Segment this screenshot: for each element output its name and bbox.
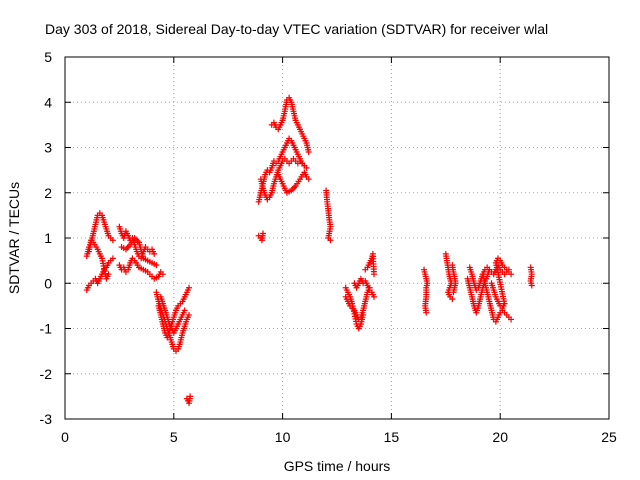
data-point (181, 307, 188, 314)
series-arc4e (275, 169, 312, 196)
data-point (423, 309, 430, 316)
y-tick-labels: -3 -2 -1 0 1 2 3 4 5 (40, 49, 53, 427)
series-arc1c (85, 237, 112, 282)
series-arc8a (527, 264, 535, 289)
data-point (327, 237, 334, 244)
y-tick-label: -2 (40, 366, 53, 382)
y-tick-label: 3 (44, 140, 52, 156)
series-arc4f (323, 187, 334, 244)
series-arc6a (421, 266, 431, 316)
data-point (186, 284, 193, 291)
chart-title: Day 303 of 2018, Sidereal Day-to-day VTE… (45, 21, 548, 37)
series-arc3c (157, 293, 188, 337)
series-arc7d (488, 255, 515, 312)
data-point (260, 230, 267, 237)
data-point (360, 311, 367, 318)
y-tick-label: 0 (44, 275, 52, 291)
x-tick-label: 0 (61, 429, 69, 445)
series-arc4a (255, 230, 267, 244)
x-tick-label: 20 (492, 429, 508, 445)
series-arc5d (362, 250, 377, 278)
series-arc3d (183, 393, 194, 407)
y-tick-label: 4 (44, 94, 52, 110)
y-tick-label: -3 (40, 411, 53, 427)
data-point (508, 271, 515, 278)
series-arc7c (479, 271, 515, 325)
x-tick-label: 5 (170, 429, 178, 445)
y-tick-label: 2 (44, 185, 52, 201)
x-tick-label: 15 (384, 429, 400, 445)
data-point (370, 271, 377, 278)
data-point (109, 237, 116, 244)
data-point (305, 149, 312, 156)
series-arc4d (268, 94, 312, 156)
data-point (449, 296, 456, 303)
data-point (187, 393, 194, 400)
data-point (370, 293, 377, 300)
data-point (528, 282, 535, 289)
y-tick-label: 1 (44, 230, 52, 246)
x-tick-labels: 0 5 10 15 20 25 (61, 429, 617, 445)
series-arc5c (351, 275, 377, 300)
y-tick-label: 5 (44, 49, 52, 65)
series-arc2c (118, 235, 160, 269)
data-point (508, 316, 515, 323)
data-point (105, 271, 112, 278)
data-point (450, 289, 457, 296)
data-point (305, 176, 312, 183)
data-point (186, 311, 193, 318)
data-point (151, 250, 158, 257)
series-arc2b (116, 255, 166, 282)
y-axis-label: SDTVAR / TECUs (6, 182, 22, 294)
data-point (159, 271, 166, 278)
data-point (109, 255, 116, 262)
grid-lines (65, 57, 609, 419)
data-points (83, 94, 535, 407)
series-arc5b (342, 284, 367, 332)
y-tick-label: -1 (40, 321, 53, 337)
series-arc6c (449, 262, 459, 296)
x-tick-label: 10 (275, 429, 291, 445)
data-point (301, 162, 308, 169)
x-tick-label: 25 (601, 429, 617, 445)
x-axis-label: GPS time / hours (284, 458, 391, 474)
axis-ticks (64, 56, 610, 420)
data-point (153, 262, 160, 269)
series-arc2a (116, 223, 158, 262)
